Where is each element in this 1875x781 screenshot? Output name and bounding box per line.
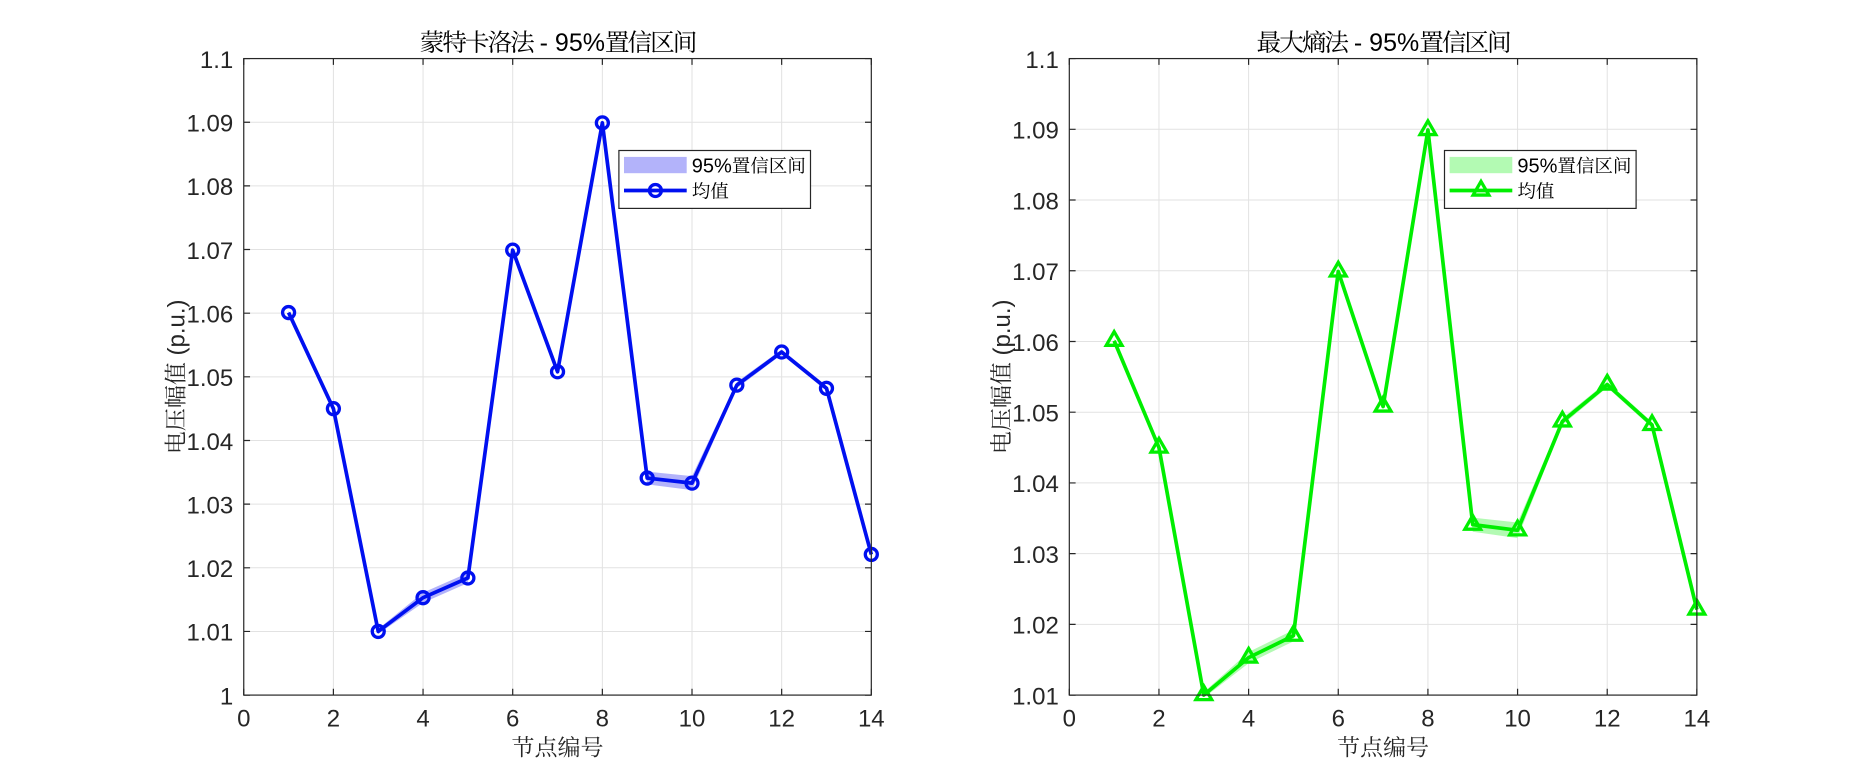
svg-text:95%: 95%	[692, 156, 732, 178]
svg-text:1.07: 1.07	[1012, 259, 1059, 286]
svg-text:1.08: 1.08	[1012, 188, 1059, 215]
svg-text:0: 0	[1063, 705, 1076, 732]
svg-text:10: 10	[679, 705, 706, 732]
svg-text:1.03: 1.03	[1012, 542, 1059, 569]
svg-text:14: 14	[858, 705, 885, 732]
svg-text:1.05: 1.05	[187, 365, 234, 392]
svg-text:1.03: 1.03	[187, 492, 234, 519]
svg-text:10: 10	[1504, 705, 1531, 732]
svg-text:1.07: 1.07	[187, 238, 234, 265]
svg-text:1.09: 1.09	[187, 111, 234, 138]
svg-text:(p.u.): (p.u.)	[989, 299, 1016, 355]
svg-text:12: 12	[768, 705, 795, 732]
svg-text:8: 8	[1421, 705, 1434, 732]
svg-text:1.06: 1.06	[1012, 330, 1059, 357]
svg-text:1.1: 1.1	[1025, 47, 1058, 74]
svg-text:12: 12	[1594, 705, 1621, 732]
svg-text:1: 1	[220, 683, 233, 710]
svg-text:1.05: 1.05	[1012, 400, 1059, 427]
svg-text:14: 14	[1684, 705, 1711, 732]
svg-text:1.06: 1.06	[187, 301, 234, 328]
svg-text:(p.u.): (p.u.)	[163, 299, 190, 355]
svg-text:0: 0	[237, 705, 250, 732]
svg-text:1.09: 1.09	[1012, 118, 1059, 145]
svg-text:6: 6	[506, 705, 519, 732]
svg-text:1.08: 1.08	[187, 174, 234, 201]
svg-text:2: 2	[327, 705, 340, 732]
svg-text:4: 4	[1242, 705, 1255, 732]
svg-text:1.01: 1.01	[187, 620, 234, 647]
svg-text:2: 2	[1152, 705, 1165, 732]
svg-text:- 95%: - 95%	[540, 29, 605, 57]
svg-text:6: 6	[1332, 705, 1345, 732]
svg-text:95%: 95%	[1517, 156, 1557, 178]
svg-text:1.01: 1.01	[1012, 683, 1059, 710]
svg-text:1.02: 1.02	[187, 556, 234, 583]
svg-text:- 95%: - 95%	[1354, 29, 1419, 57]
svg-text:4: 4	[416, 705, 429, 732]
svg-text:1.1: 1.1	[200, 47, 233, 74]
svg-text:1.04: 1.04	[187, 429, 234, 456]
svg-text:1.02: 1.02	[1012, 613, 1059, 640]
svg-text:1.04: 1.04	[1012, 471, 1059, 498]
svg-text:8: 8	[596, 705, 609, 732]
